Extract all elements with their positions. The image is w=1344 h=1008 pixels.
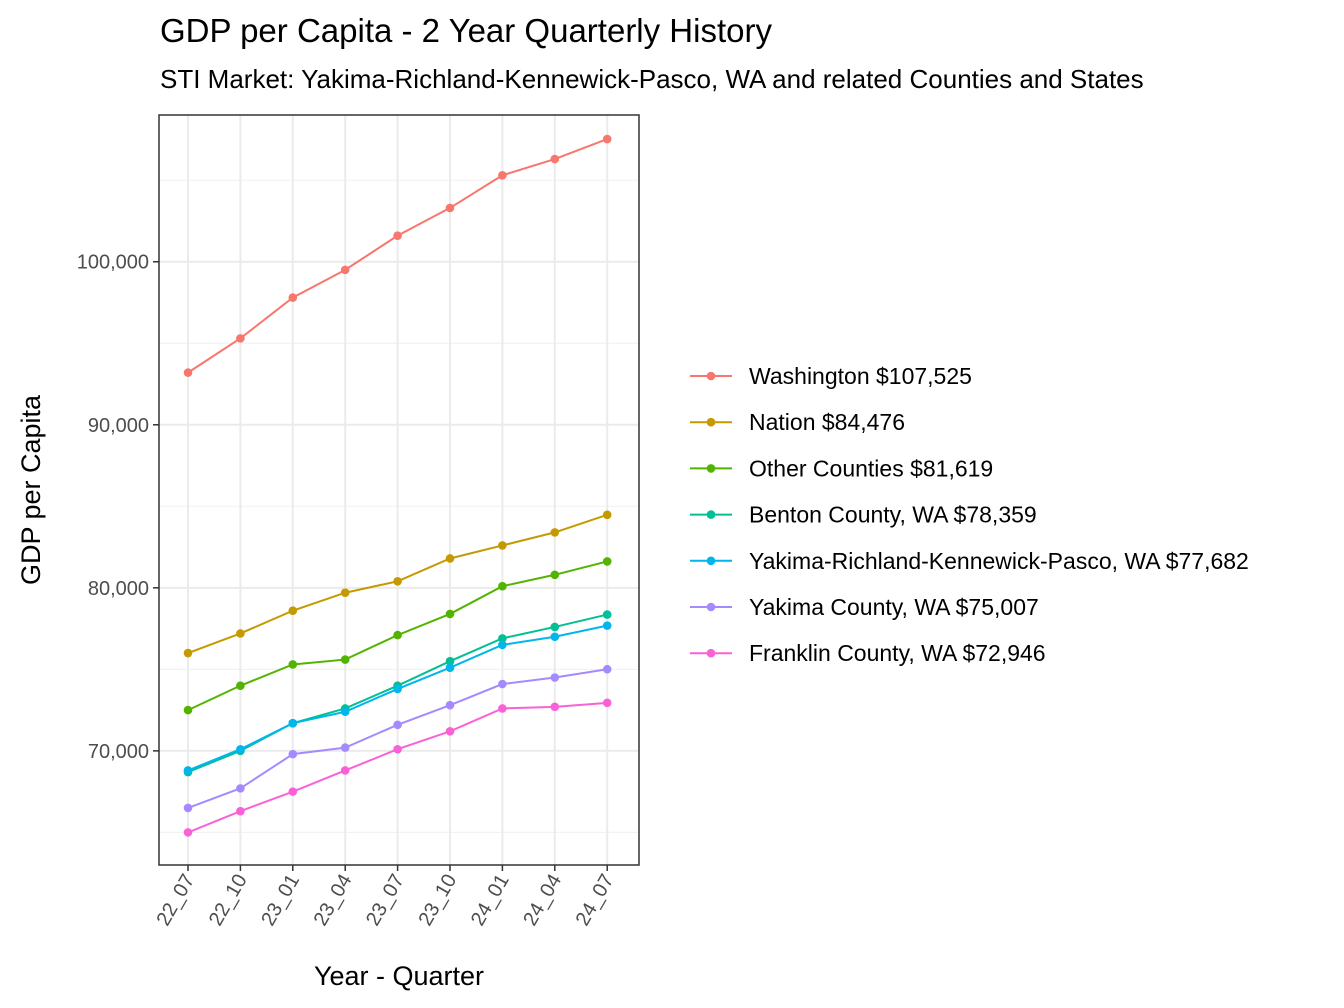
data-point xyxy=(498,704,507,713)
data-point xyxy=(184,649,193,658)
data-point xyxy=(603,665,612,674)
x-tick-label: 23_04 xyxy=(310,871,357,930)
data-point xyxy=(236,784,245,793)
legend-item: Benton County, WA $78,359 xyxy=(690,502,1037,528)
legend-key-point xyxy=(707,557,716,566)
data-point xyxy=(393,685,402,694)
data-point xyxy=(289,787,298,796)
data-point xyxy=(341,588,350,597)
y-axis-title: GDP per Capita xyxy=(16,394,46,585)
data-point xyxy=(603,511,612,520)
legend-item: Yakima County, WA $75,007 xyxy=(690,594,1039,620)
x-tick-label: 23_07 xyxy=(362,871,409,930)
data-point xyxy=(184,766,193,775)
data-point xyxy=(446,204,455,213)
data-point xyxy=(341,707,350,716)
data-point xyxy=(603,699,612,708)
data-point xyxy=(551,528,560,537)
legend-label: Other Counties $81,619 xyxy=(749,455,993,481)
data-point xyxy=(551,703,560,712)
legend-item: Washington $107,525 xyxy=(690,363,972,389)
x-tick-label: 23_10 xyxy=(414,871,461,930)
data-point xyxy=(289,750,298,759)
data-point xyxy=(236,629,245,638)
x-tick-label: 22_07 xyxy=(152,871,199,930)
data-point xyxy=(498,680,507,689)
data-point xyxy=(551,673,560,682)
legend-item: Nation $84,476 xyxy=(690,409,905,435)
y-tick-label: 100,000 xyxy=(77,252,149,274)
data-point xyxy=(498,582,507,591)
legend: Washington $107,525 Nation $84,476 Other C… xyxy=(690,363,1249,666)
y-tick-label: 90,000 xyxy=(88,415,149,437)
data-point xyxy=(289,293,298,302)
data-point xyxy=(341,655,350,664)
data-point xyxy=(446,554,455,563)
data-point xyxy=(393,231,402,240)
data-point xyxy=(498,541,507,550)
x-tick-label: 24_01 xyxy=(467,871,514,930)
x-tick-label: 24_07 xyxy=(572,871,619,930)
data-point xyxy=(236,807,245,816)
legend-label: Washington $107,525 xyxy=(749,363,972,389)
data-point xyxy=(551,632,560,641)
data-point xyxy=(498,641,507,650)
data-point xyxy=(236,681,245,690)
legend-item: Franklin County, WA $72,946 xyxy=(690,640,1046,666)
legend-key-point xyxy=(707,418,716,427)
data-point xyxy=(289,719,298,728)
legend-item: Yakima-Richland-Kennewick-Pasco, WA $77,… xyxy=(690,548,1249,574)
data-point xyxy=(446,663,455,672)
data-point xyxy=(551,155,560,164)
data-point xyxy=(184,804,193,813)
data-point xyxy=(446,610,455,619)
data-point xyxy=(498,171,507,180)
data-point xyxy=(184,368,193,377)
y-axis: 70,000 80,000 90,000 100,000 xyxy=(77,252,159,763)
data-point xyxy=(289,660,298,669)
data-point xyxy=(393,631,402,640)
x-tick-label: 23_01 xyxy=(257,871,304,930)
legend-key-point xyxy=(707,464,716,473)
data-point xyxy=(551,570,560,579)
legend-label: Benton County, WA $78,359 xyxy=(749,502,1037,528)
data-point xyxy=(446,727,455,736)
data-point xyxy=(393,577,402,586)
legend-label: Franklin County, WA $72,946 xyxy=(749,640,1046,666)
data-point xyxy=(184,828,193,837)
y-tick-label: 70,000 xyxy=(88,741,149,763)
data-point xyxy=(551,623,560,632)
y-tick-label: 80,000 xyxy=(88,578,149,600)
legend-key-point xyxy=(707,510,716,519)
data-point xyxy=(446,701,455,710)
x-axis: 22_07 22_10 23_01 23_04 23_07 23_10 24_01 24_04… xyxy=(152,865,618,930)
legend-key-point xyxy=(707,649,716,658)
data-point xyxy=(289,606,298,615)
data-point xyxy=(341,766,350,775)
data-point xyxy=(184,706,193,715)
data-point xyxy=(341,743,350,752)
data-point xyxy=(393,720,402,729)
data-point xyxy=(603,135,612,144)
x-tick-label: 24_04 xyxy=(519,871,566,930)
data-point xyxy=(603,610,612,619)
data-point xyxy=(341,266,350,275)
data-point xyxy=(603,621,612,630)
data-point xyxy=(603,557,612,566)
data-point xyxy=(236,745,245,754)
legend-key-point xyxy=(707,372,716,381)
legend-item: Other Counties $81,619 xyxy=(690,455,993,481)
data-point xyxy=(393,745,402,754)
minor-gridlines xyxy=(159,180,639,832)
legend-label: Yakima-Richland-Kennewick-Pasco, WA $77,… xyxy=(749,548,1249,574)
x-axis-title: Year - Quarter xyxy=(314,961,484,991)
x-tick-label: 22_10 xyxy=(205,871,252,930)
legend-label: Nation $84,476 xyxy=(749,409,905,435)
legend-key-point xyxy=(707,603,716,612)
legend-label: Yakima County, WA $75,007 xyxy=(749,594,1039,620)
data-point xyxy=(236,334,245,343)
